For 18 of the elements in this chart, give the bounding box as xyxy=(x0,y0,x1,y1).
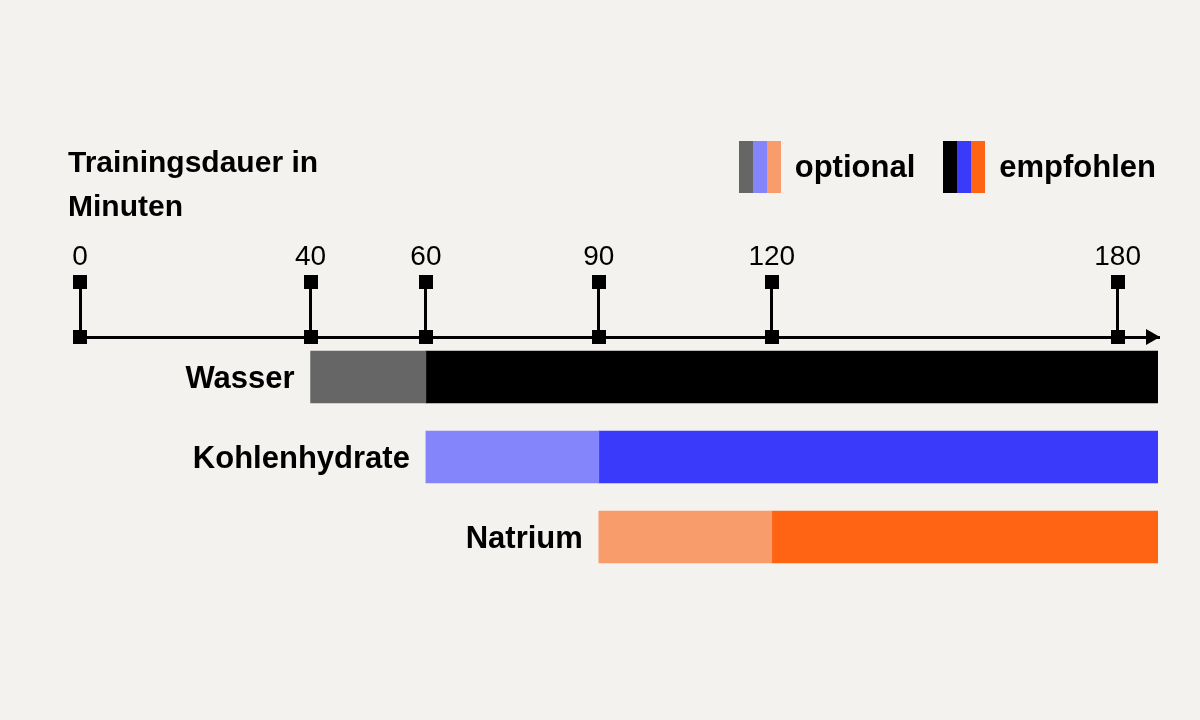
bar xyxy=(598,430,1158,484)
bar xyxy=(425,430,600,484)
x-tick-label: 90 xyxy=(583,239,615,271)
x-tick-label: 120 xyxy=(748,239,796,271)
bar xyxy=(598,510,773,564)
x-tick-label: 180 xyxy=(1094,239,1142,271)
bar xyxy=(425,350,1158,404)
legend-label: empfohlen xyxy=(999,149,1156,185)
y-tick-label: Kohlenhydrate xyxy=(192,439,410,475)
x-axis-title: Trainingsdauer in Minuten xyxy=(68,144,320,224)
x-tick-label: 60 xyxy=(410,239,442,271)
x-tick-label: 0 xyxy=(72,239,88,271)
legend-label: optional xyxy=(794,149,916,185)
x-tick-label: 40 xyxy=(295,239,327,271)
y-tick-label: Wasser xyxy=(185,359,295,395)
y-tick-label: Natrium xyxy=(465,519,583,555)
bar xyxy=(310,350,427,404)
bar xyxy=(771,510,1158,564)
